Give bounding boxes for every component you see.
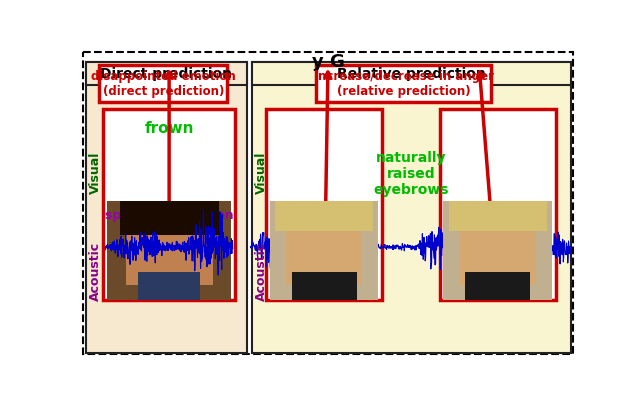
Bar (86, 62, 246, 354)
Bar (120, 201, 219, 236)
Text: Acoustic: Acoustic (89, 242, 102, 301)
Bar (252, 62, 572, 85)
Bar (460, 206, 536, 285)
Bar (266, 109, 382, 299)
Bar (444, 201, 552, 299)
Bar (103, 109, 235, 299)
Bar (99, 65, 227, 102)
Text: increase/decrease in anger
(relative prediction): increase/decrease in anger (relative pre… (314, 70, 493, 98)
Bar (449, 201, 547, 231)
Bar (292, 272, 356, 299)
Bar (286, 206, 362, 285)
Bar (252, 62, 572, 354)
Text: naturally
raised
eyebrows: naturally raised eyebrows (373, 151, 449, 197)
Bar (138, 272, 200, 299)
Bar (270, 201, 378, 299)
Text: speech elongation: speech elongation (105, 208, 234, 222)
Bar (86, 62, 246, 85)
Text: softer voice: softer voice (456, 215, 539, 228)
Bar (316, 65, 491, 102)
Text: y G: y G (312, 53, 344, 71)
Bar (125, 211, 212, 285)
Text: disappointed emotion
(direct prediction): disappointed emotion (direct prediction) (91, 70, 236, 98)
Text: Visual: Visual (89, 152, 102, 194)
Text: Relative prediction: Relative prediction (337, 67, 486, 81)
Text: Acoustic: Acoustic (255, 242, 268, 301)
Text: frown: frown (145, 121, 194, 136)
Bar (440, 109, 556, 299)
Bar (275, 201, 373, 231)
Text: Direct prediction: Direct prediction (100, 67, 232, 81)
Text: naturally
loud voice: naturally loud voice (289, 208, 360, 237)
Bar (465, 272, 531, 299)
Text: Visual: Visual (255, 152, 268, 194)
Bar (107, 201, 231, 299)
